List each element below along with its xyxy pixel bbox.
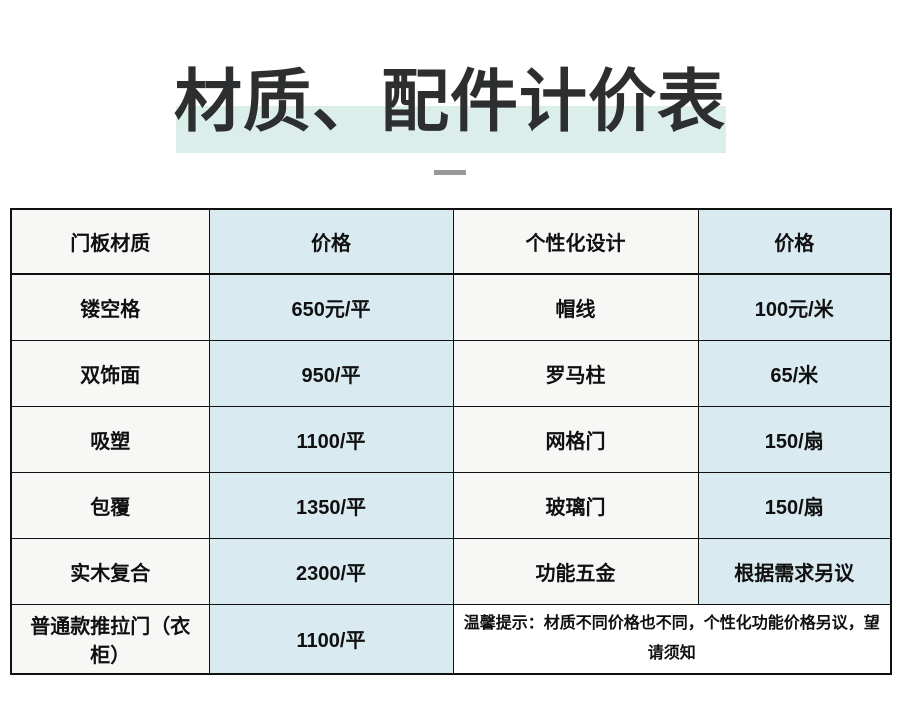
material-price-cell: 1100/平: [208, 405, 454, 473]
material-cell: 双饰面: [10, 339, 210, 407]
note-cell: 温馨提示：材质不同价格也不同，个性化功能价格另议，望请须知: [452, 603, 892, 675]
table-row: 普通款推拉门（衣柜） 1100/平 温馨提示：材质不同价格也不同，个性化功能价格…: [10, 603, 892, 675]
design-cell: 网格门: [452, 405, 699, 473]
design-price-cell: 根据需求另议: [697, 537, 892, 605]
header-cell-design-price: 价格: [697, 208, 892, 275]
header-cell-design: 个性化设计: [452, 208, 699, 275]
table-row: 包覆 1350/平 玻璃门 150/扇: [10, 471, 892, 539]
title-highlight-bar: [176, 106, 726, 153]
design-price-cell: 150/扇: [697, 471, 892, 539]
design-cell: 玻璃门: [452, 471, 699, 539]
material-price-cell: 1350/平: [208, 471, 454, 539]
header-cell-material: 门板材质: [10, 208, 210, 275]
material-cell: 包覆: [10, 471, 210, 539]
page-title: 材质、配件计价表: [173, 64, 726, 140]
design-price-cell: 150/扇: [697, 405, 892, 473]
material-price-cell: 650元/平: [208, 273, 454, 341]
design-cell: 帽线: [452, 273, 699, 341]
material-cell: 普通款推拉门（衣柜）: [10, 603, 210, 675]
material-price-cell: 2300/平: [208, 537, 454, 605]
header-cell-price: 价格: [208, 208, 454, 275]
title-divider-dash: [434, 170, 466, 175]
design-cell: 功能五金: [452, 537, 699, 605]
material-cell: 实木复合: [10, 537, 210, 605]
table-row: 双饰面 950/平 罗马柱 65/米: [10, 339, 892, 407]
material-cell: 吸塑: [10, 405, 210, 473]
material-price-cell: 950/平: [208, 339, 454, 407]
material-price-cell: 1100/平: [208, 603, 454, 675]
material-cell: 镂空格: [10, 273, 210, 341]
design-price-cell: 100元/米: [697, 273, 892, 341]
table-row: 吸塑 1100/平 网格门 150/扇: [10, 405, 892, 473]
table-row: 实木复合 2300/平 功能五金 根据需求另议: [10, 537, 892, 605]
table-row: 镂空格 650元/平 帽线 100元/米: [10, 273, 892, 341]
header-row: 门板材质 价格 个性化设计 价格: [10, 208, 892, 275]
design-cell: 罗马柱: [452, 339, 699, 407]
pricing-table: 门板材质 价格 个性化设计 价格 镂空格 650元/平 帽线 100元/米 双饰…: [10, 208, 892, 676]
design-price-cell: 65/米: [697, 339, 892, 407]
